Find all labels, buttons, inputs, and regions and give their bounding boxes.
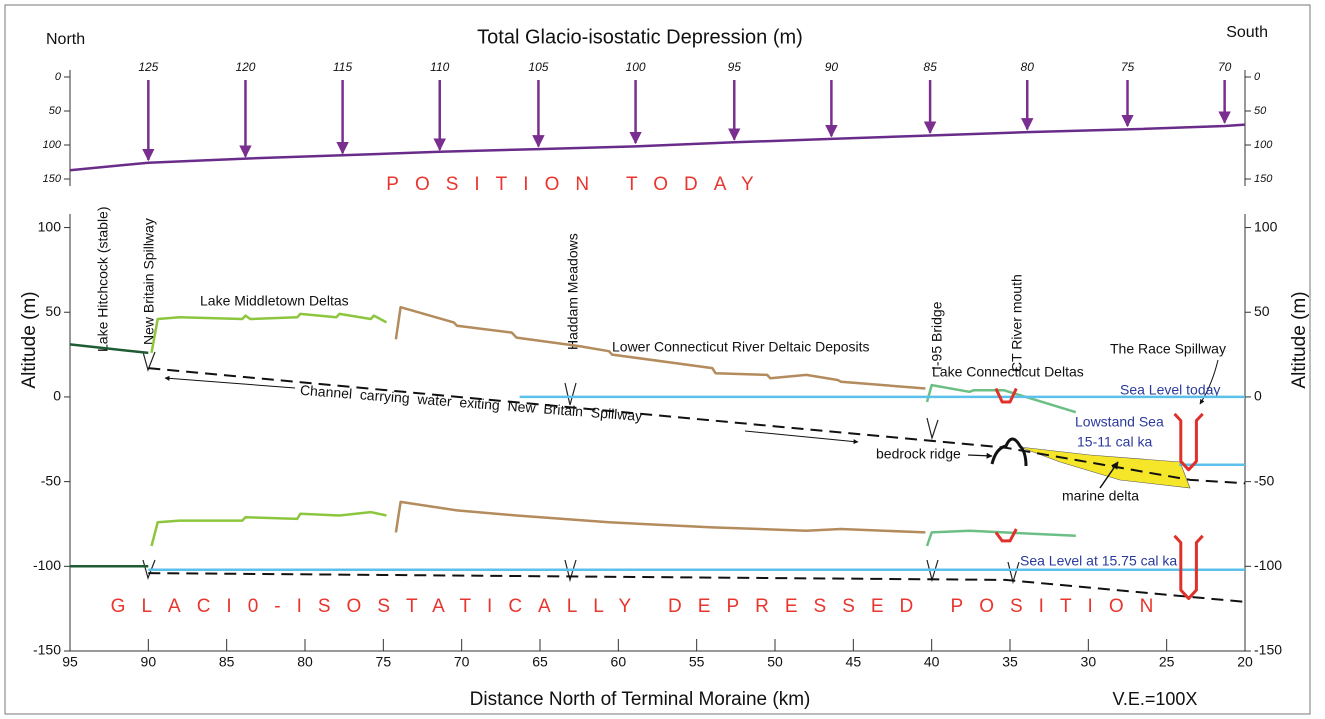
- x-axis-label: Distance North of Terminal Moraine (km): [470, 689, 811, 710]
- y-axis-label-right: Altitude (m): [1289, 291, 1310, 388]
- pointer-arrow: [165, 378, 295, 388]
- x-tick-label: 30: [1081, 654, 1097, 670]
- x-tick-label: 20: [1237, 654, 1253, 670]
- profile-line: [152, 314, 387, 353]
- depression-label: 90: [825, 60, 839, 74]
- depression-label: 85: [923, 60, 937, 74]
- north-label: North: [46, 31, 85, 48]
- ve-note: V.E.=100X: [1113, 689, 1198, 709]
- south-label: South: [1226, 24, 1268, 41]
- y-tick-label: -50: [1254, 472, 1274, 488]
- y-tick-label: 0: [53, 388, 61, 404]
- annotation: Haddam Meadows: [565, 233, 581, 350]
- x-tick-label: 75: [376, 654, 392, 670]
- depression-label: 100: [626, 60, 646, 74]
- panel-subtitle: POSITION TODAY: [386, 174, 769, 195]
- annotation: CT River mouth: [1009, 274, 1025, 372]
- depression-label: 70: [1218, 60, 1232, 74]
- chart: Total Glacio-isostatic Depression (m) No…: [0, 0, 1325, 719]
- annotation: bedrock ridge: [876, 446, 961, 462]
- y-tick-label: 100: [1254, 218, 1278, 234]
- profile-line: [152, 512, 387, 546]
- annotation: Sea Level today: [1120, 382, 1220, 398]
- x-tick-label: 35: [1002, 654, 1018, 670]
- annotation: Lowstand Sea: [1075, 414, 1164, 430]
- y-tick-label: 50: [49, 105, 62, 117]
- y-tick-label: 100: [38, 218, 62, 234]
- profile-line: [1175, 414, 1203, 470]
- x-tick-label: 55: [689, 654, 705, 670]
- depression-label: 120: [235, 60, 255, 74]
- annotation: The Race Spillway: [1110, 341, 1226, 357]
- depression-label: 95: [728, 60, 742, 74]
- x-tick-label: 45: [846, 654, 862, 670]
- bedrock-ridge: [992, 439, 1026, 466]
- x-tick-label: 95: [62, 654, 78, 670]
- depression-label: 115: [333, 60, 352, 74]
- y-tick-label: 50: [1254, 105, 1267, 117]
- x-tick-label: 40: [924, 654, 940, 670]
- annotation: New Britain Spillway: [141, 218, 157, 345]
- y-tick-label: -100: [1254, 557, 1282, 573]
- y-tick-label: 100: [43, 139, 62, 151]
- depression-label: 80: [1021, 60, 1035, 74]
- annotation: marine delta: [1062, 488, 1139, 504]
- depression-label: 75: [1121, 60, 1135, 74]
- profile-line: [396, 502, 926, 533]
- chart-title: Total Glacio-isostatic Depression (m): [477, 26, 803, 48]
- y-tick-label: 50: [1254, 303, 1270, 319]
- annotation: Lake Middletown Deltas: [200, 293, 349, 309]
- x-tick-label: 90: [141, 654, 157, 670]
- y-tick-label: -150: [1254, 642, 1282, 658]
- y-tick-label: 50: [45, 303, 61, 319]
- depression-label: 125: [138, 60, 158, 74]
- y-tick-label: 0: [1254, 71, 1261, 83]
- y-tick-label: -50: [41, 472, 61, 488]
- pointer-arrow: [968, 455, 992, 456]
- x-tick-label: 65: [532, 654, 548, 670]
- depression-label: 105: [528, 60, 548, 74]
- annotation: Sea Level at 15.75 cal ka: [1020, 553, 1177, 569]
- annotation: Lake Hitchcock (stable): [95, 206, 111, 352]
- annotation: 15-11 cal ka: [1077, 434, 1152, 450]
- y-tick-label: 150: [43, 173, 62, 185]
- y-tick-label: 100: [1254, 139, 1273, 151]
- x-tick-label: 70: [454, 654, 470, 670]
- y-tick-label: 150: [1254, 173, 1273, 185]
- annotation: Channel carrying water exiting New Brita…: [299, 382, 642, 424]
- x-tick-label: 80: [297, 654, 313, 670]
- annotation: Lake Connecticut Deltas: [932, 364, 1084, 380]
- x-tick-label: 60: [611, 654, 627, 670]
- v-marker: [1008, 562, 1019, 582]
- y-tick-label: -150: [33, 642, 61, 658]
- annotation: Lower Connecticut River Deltaic Deposits: [612, 339, 870, 355]
- y-tick-label: -100: [33, 557, 61, 573]
- depression-label: 110: [430, 60, 449, 74]
- v-marker: [927, 418, 938, 438]
- profile-line: [1175, 536, 1203, 599]
- panel-subtitle: GLACI0-ISOSTATICALLY DEPRESSED POSITION: [111, 596, 1170, 617]
- annotation: I-95 Bridge: [929, 301, 945, 370]
- x-tick-label: 85: [219, 654, 235, 670]
- profile-line: [996, 529, 1016, 541]
- y-tick-label: 0: [55, 71, 62, 83]
- x-tick-label: 25: [1159, 654, 1175, 670]
- x-tick-label: 50: [767, 654, 783, 670]
- y-axis-label: Altitude (m): [19, 291, 40, 388]
- y-tick-label: 0: [1254, 388, 1262, 404]
